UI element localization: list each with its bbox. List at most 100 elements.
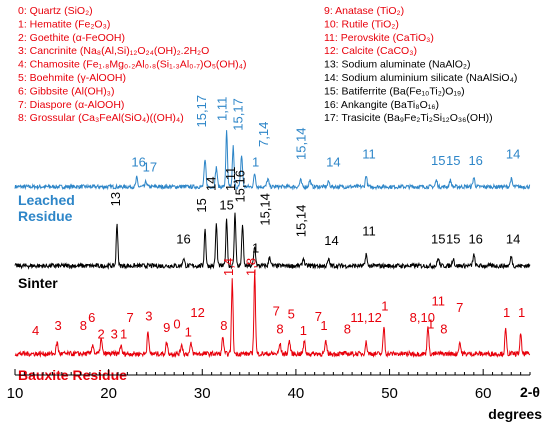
peak-label: 16 (468, 153, 482, 168)
peak-label: 1 (252, 155, 259, 170)
peak-label: 15 (446, 153, 460, 168)
legend: 0: Quartz (SiO₂)1: Hematite (Fe₂O₃) 2: Go… (18, 5, 517, 124)
peak-label: 14 (326, 155, 340, 170)
legend-entry: 3: Cancrinite (Na₈(Al,Si)₁₂O₂₄(OH)₂.2H₂O (18, 45, 209, 57)
legend-entry: 2: Goethite (α-FeOOH) (18, 32, 125, 44)
legend-entry: 7: Diaspore (α-AlOOH) (18, 99, 124, 111)
legend-entry: 14: Sodium aluminium silicate (NaAlSiO₄) (324, 72, 517, 84)
peak-label: 8,10 (410, 310, 435, 325)
peak-label: 5 (288, 307, 295, 322)
peak-label: 15,16 (232, 170, 247, 203)
peak-label: 11 (362, 224, 376, 239)
peak-label: 1,11 (215, 97, 230, 121)
legend-entry: 4: Chamosite (Fe₁.₈Mg₀.₂Al₀.₈(Si₁.₃Al₀.₇… (18, 59, 246, 71)
x-tick-label: 50 (381, 385, 398, 402)
peak-label: 14 (506, 231, 520, 246)
peak-label: 1 (300, 323, 307, 338)
x-tick-label: 30 (194, 385, 211, 402)
legend-entry: 17: Trasicite (Ba₉Fe₂Ti₂Si₁₂O₃₆(OH)) (324, 112, 493, 124)
peak-label: 1 (427, 316, 434, 331)
peak-label: 8 (344, 321, 351, 336)
peak-label: 7 (456, 300, 463, 315)
legend-entry: 6: Gibbsite (Al(OH)₃) (18, 85, 114, 97)
peak-label: 15 (431, 153, 445, 168)
peak-label: 3 (145, 308, 152, 323)
peak-label: 8 (80, 318, 87, 333)
peak-label: 16 (468, 231, 482, 246)
legend-entry: 12: Calcite (CaCO₃) (324, 45, 417, 57)
series-trace (14, 212, 531, 270)
peak-label: 1 (185, 325, 192, 340)
peak-label: 1,4 (221, 258, 236, 276)
peak-label: 8 (276, 321, 283, 336)
peak-label: 1 (518, 305, 525, 320)
peak-label: 15 (446, 231, 460, 246)
peak-label: 6 (88, 310, 95, 325)
x-tick-label: 10 (7, 385, 24, 402)
x-tick-label: 40 (288, 385, 305, 402)
series-trace (14, 130, 531, 191)
peak-label: 15,14 (258, 193, 273, 226)
legend-entry: 8: Grossular (Ca₃FeAl(SiO₄)((OH)₄) (18, 112, 184, 124)
legend-entry: 0: Quartz (SiO₂) (18, 5, 93, 17)
x-axis: 10 20 30 40 50 60 2-θ degrees (7, 369, 542, 422)
peak-label: 16 (176, 231, 190, 246)
peak-label: 14 (203, 177, 218, 191)
series-trace (14, 270, 531, 359)
peak-label: 15 (431, 231, 445, 246)
legend-entry: 10: Rutile (TiO₂) (324, 18, 399, 30)
peak-label: 8 (440, 321, 447, 336)
legend-entry: 9: Anatase (TiO₂) (324, 5, 404, 17)
peak-label: 3 (54, 318, 61, 333)
peak-label: 15,14 (293, 205, 308, 238)
peak-label: 1,8 (244, 258, 259, 276)
legend-entry: 15: Batiferrite (Ba(Fe₁₀Ti₂)O₁₉) (324, 85, 465, 97)
peak-label: 12 (190, 305, 204, 320)
peak-label: 8 (220, 318, 227, 333)
peak-label: 17 (143, 160, 157, 175)
legend-entry: 16: Ankangite (BaTi₈O₁₆) (324, 99, 439, 111)
peak-label: 3 (111, 326, 118, 341)
peak-label: 15,14 (293, 127, 308, 160)
peak-label: 11,12 (350, 310, 382, 325)
peak-label: 1 (120, 326, 127, 341)
series-name: Sinter (18, 275, 58, 291)
peak-label: 15 (194, 198, 209, 212)
peak-label: 15,17 (194, 95, 209, 128)
peak-label: 15 (219, 197, 233, 212)
peak-label: 13 (108, 192, 123, 206)
peak-label: 11 (362, 147, 376, 162)
series-name: Leached (18, 192, 75, 208)
peak-label: 4 (32, 323, 39, 338)
x-axis-label: 2-θ (520, 384, 540, 400)
legend-entry: 1: Hematite (Fe₂O₃) (18, 18, 110, 30)
peak-label: 2 (98, 326, 105, 341)
x-axis-label: degrees (488, 406, 542, 422)
peak-label: 1 (320, 318, 327, 333)
legend-entry: 5: Boehmite (γ-AlOOH) (18, 72, 126, 84)
peak-label: 14 (506, 147, 520, 162)
peak-label: 1 (381, 298, 388, 313)
peak-label: 1 (503, 305, 510, 320)
peak-label: 0 (173, 316, 180, 331)
peak-label: 7,14 (256, 122, 271, 147)
peak-label: 16 (131, 155, 145, 170)
peak-label: 15,17 (231, 98, 246, 131)
peak-label: 14 (324, 233, 338, 248)
series-name: Residue (18, 208, 73, 224)
peak-label: 7 (315, 309, 322, 324)
peak-label: 9 (163, 320, 170, 335)
peak-label: 11 (431, 294, 445, 309)
legend-entry: 11: Perovskite (CaTiO₃) (324, 32, 434, 44)
peak-label: 7 (273, 303, 280, 318)
x-tick-label: 60 (475, 385, 492, 402)
peak-label: 1,11 (223, 167, 238, 191)
peak-label: 7 (127, 310, 134, 325)
peak-label: 1 (252, 241, 259, 256)
